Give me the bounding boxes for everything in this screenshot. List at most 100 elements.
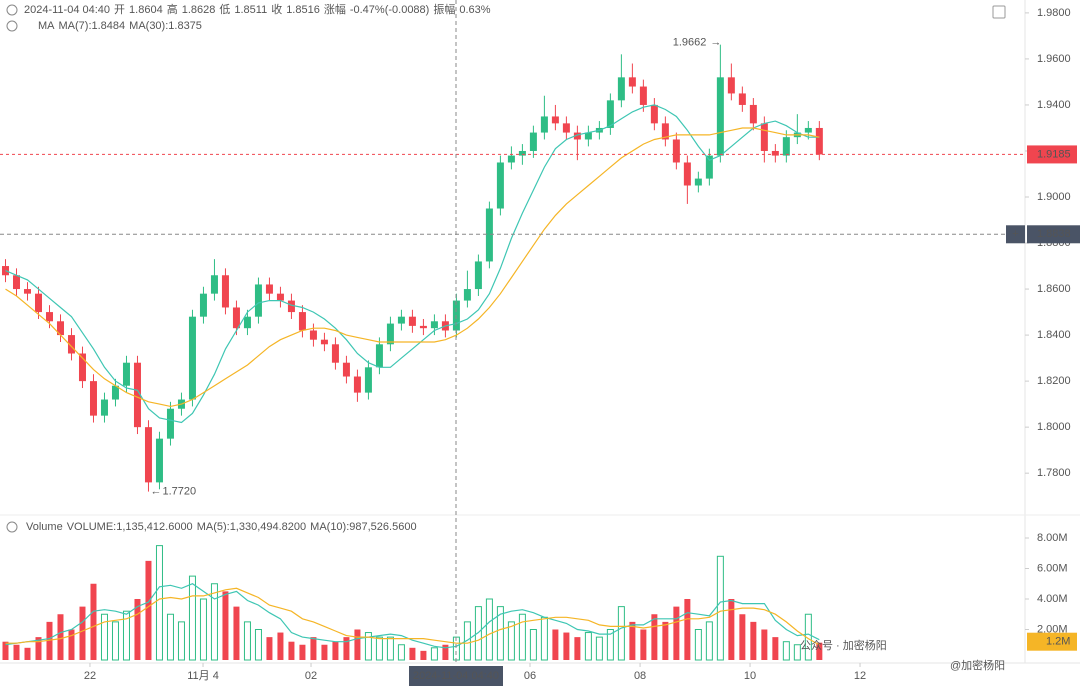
candle-body xyxy=(397,316,405,324)
candle-body xyxy=(474,261,482,290)
candle-body xyxy=(738,93,746,105)
volume-tag-label: 1.2M xyxy=(1046,636,1070,648)
volume-bar xyxy=(24,647,31,660)
volume-bar xyxy=(177,621,185,661)
candle-body xyxy=(23,289,31,294)
volume-bar xyxy=(574,637,581,660)
y-tick-label: 1.8400 xyxy=(1037,329,1071,341)
crosshair-price: 1.8838 xyxy=(1037,228,1071,240)
y-tick-label: 1.9400 xyxy=(1037,99,1071,111)
volume-bar xyxy=(782,641,790,661)
candle-body xyxy=(463,289,471,301)
volume-bar xyxy=(134,598,141,660)
y-tick-label: 6.00M xyxy=(1037,562,1068,574)
candle-body xyxy=(243,316,251,329)
candle-body xyxy=(705,155,713,179)
volume-bar xyxy=(354,629,361,660)
watermark: 公众号 · 加密杨阳 xyxy=(800,638,887,652)
volume-bar xyxy=(310,637,317,660)
x-tick-label: 11月 4 xyxy=(187,670,219,682)
volume-bar xyxy=(728,598,735,660)
candle-body xyxy=(716,77,724,156)
legend-item: VOLUME:1,135,412.6000 xyxy=(67,521,193,533)
candle-body xyxy=(419,325,427,329)
candle-body xyxy=(309,330,317,340)
collapse-icon xyxy=(6,521,18,533)
legend-item: MA(7):1.8484 xyxy=(59,20,126,32)
volume-bar xyxy=(90,583,97,660)
candle-body xyxy=(661,123,669,140)
crosshair-price-box xyxy=(1027,225,1080,244)
candle-body xyxy=(210,275,218,294)
volume-bar xyxy=(332,641,339,660)
volume-bar xyxy=(496,606,504,661)
candle-body xyxy=(584,132,592,140)
candle-body xyxy=(133,362,141,428)
candle-body xyxy=(166,408,174,439)
legend-title: MA xyxy=(38,20,55,32)
volume-bar xyxy=(68,629,75,660)
y-tick-label: 8.00M xyxy=(1037,532,1068,544)
candle-body xyxy=(34,293,42,313)
candle-body xyxy=(562,123,570,133)
legend-title: Volume xyxy=(26,521,63,533)
volume-bar xyxy=(57,614,64,660)
volume-bar xyxy=(705,621,713,661)
candle-body xyxy=(430,321,438,329)
x-tick-label: 10 xyxy=(744,670,756,682)
volume-bar xyxy=(606,628,614,661)
volume-bar xyxy=(563,632,570,660)
candle-body xyxy=(111,385,119,400)
candle-body xyxy=(485,208,493,262)
candle-body xyxy=(254,284,262,317)
field-label: 高 xyxy=(167,2,178,16)
candle-body xyxy=(298,312,306,331)
candle-body xyxy=(507,155,515,163)
candle-body xyxy=(155,438,163,483)
field-value: 0.63% xyxy=(459,4,490,16)
candle-body xyxy=(606,100,614,128)
volume-tag xyxy=(1027,632,1077,651)
volume-bar xyxy=(145,560,152,660)
candle-body xyxy=(320,339,328,345)
candle-body xyxy=(804,127,812,133)
candle-body xyxy=(364,367,372,393)
candle-body xyxy=(188,316,196,400)
min-arrow: ← xyxy=(150,485,161,497)
volume-bar xyxy=(111,621,119,661)
volume-bar xyxy=(540,616,548,661)
ma-line xyxy=(5,587,820,646)
y-tick-label: 1.9600 xyxy=(1037,53,1071,65)
y-tick-label: 1.8600 xyxy=(1037,283,1071,295)
volume-bar xyxy=(507,621,515,661)
volume-bar xyxy=(100,613,108,661)
volume-bar xyxy=(518,613,526,661)
candle-body xyxy=(529,132,537,151)
field-label: 涨幅 xyxy=(324,3,346,16)
volume-bar xyxy=(243,621,251,661)
volume-bar xyxy=(188,575,196,661)
fullscreen-icon xyxy=(992,5,1006,19)
candle-body xyxy=(496,162,504,209)
volume-bar xyxy=(199,598,207,661)
volume-bar xyxy=(277,632,284,660)
candle-body xyxy=(331,344,339,363)
max-label: 1.9662 xyxy=(673,37,707,49)
field-value: 1.8604 xyxy=(129,4,163,16)
candle-body xyxy=(694,178,702,186)
candle-body xyxy=(727,77,735,94)
candle-body xyxy=(122,362,130,386)
candle-body xyxy=(408,316,416,326)
volume-bar xyxy=(640,629,647,660)
volume-bar xyxy=(442,644,449,660)
volume-bar xyxy=(651,614,658,660)
last-price-tag xyxy=(1027,145,1077,164)
volume-bar xyxy=(299,644,306,660)
volume-bar xyxy=(364,632,372,661)
ma-line xyxy=(5,104,820,424)
volume-bar xyxy=(166,613,174,661)
max-arrow: → xyxy=(710,37,721,49)
ma-line xyxy=(5,583,820,649)
volume-bar xyxy=(694,628,702,661)
volume-bar xyxy=(629,621,636,660)
